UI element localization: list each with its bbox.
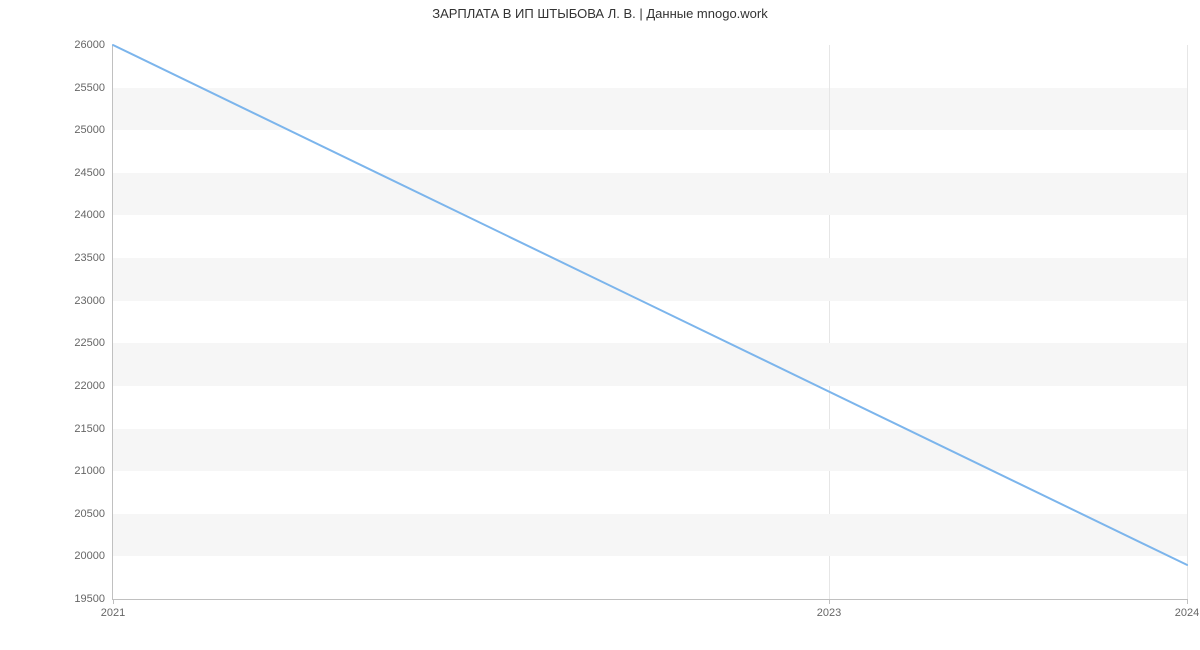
x-axis-tick-label: 2024 <box>1175 599 1199 619</box>
y-axis-tick-label: 22000 <box>74 380 113 392</box>
plot-area: 1950020000205002100021500220002250023000… <box>112 45 1187 600</box>
y-axis-tick-label: 22500 <box>74 337 113 349</box>
y-axis-tick-label: 25000 <box>74 124 113 136</box>
y-axis-tick-label: 21500 <box>74 423 113 435</box>
series-layer <box>113 45 1187 599</box>
y-axis-tick-label: 20000 <box>74 550 113 562</box>
y-axis-tick-label: 23000 <box>74 295 113 307</box>
y-axis-tick-label: 25500 <box>74 82 113 94</box>
x-axis-tick-label: 2023 <box>817 599 841 619</box>
y-axis-tick-label: 23500 <box>74 252 113 264</box>
y-axis-tick-label: 24500 <box>74 167 113 179</box>
x-axis-tick-label: 2021 <box>101 599 125 619</box>
chart-title: ЗАРПЛАТА В ИП ШТЫБОВА Л. В. | Данные mno… <box>0 6 1200 21</box>
y-axis-tick-label: 20500 <box>74 508 113 520</box>
y-axis-tick-label: 26000 <box>74 39 113 51</box>
y-axis-tick-label: 24000 <box>74 209 113 221</box>
y-axis-tick-label: 21000 <box>74 465 113 477</box>
salary-line-chart: ЗАРПЛАТА В ИП ШТЫБОВА Л. В. | Данные mno… <box>0 0 1200 650</box>
series-line-salary <box>113 45 1187 565</box>
x-gridline <box>1187 45 1188 599</box>
